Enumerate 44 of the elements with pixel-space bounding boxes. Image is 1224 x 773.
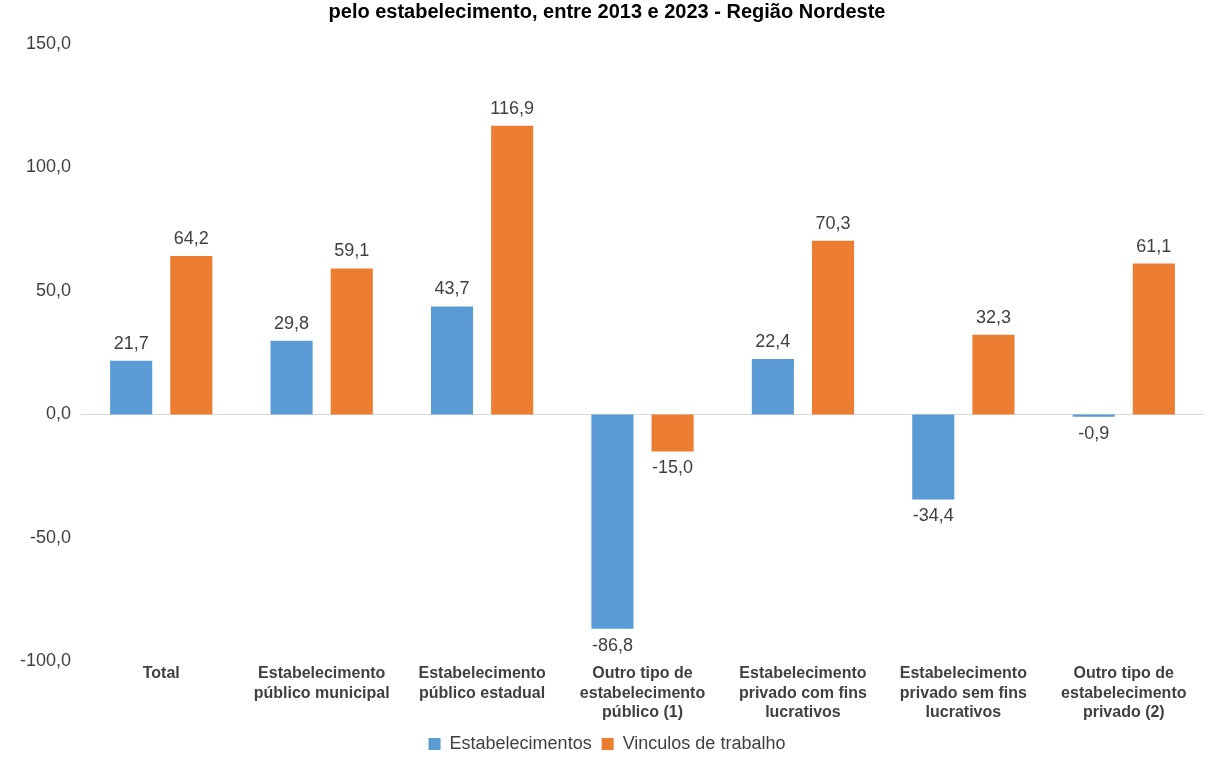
- y-tick-label: -50,0: [30, 526, 72, 547]
- data-label: -15,0: [652, 457, 694, 478]
- bar: [751, 359, 794, 415]
- data-label: 22,4: [755, 331, 791, 352]
- y-tick-label: 50,0: [35, 279, 72, 300]
- y-tick-label: 100,0: [25, 156, 72, 177]
- data-label: -34,4: [912, 505, 954, 526]
- data-label: 70,3: [815, 212, 851, 233]
- x-tick-label: Estabelecimento público estadual: [418, 664, 546, 701]
- data-label: 116,9: [490, 97, 535, 118]
- data-label: 21,7: [113, 332, 149, 353]
- data-label: 29,8: [274, 312, 310, 333]
- x-tick-label: Outro tipo de estabelecimento público (1): [579, 664, 706, 720]
- bar: [110, 360, 153, 415]
- bar: [651, 414, 694, 452]
- x-tick-label: Estabelecimento privado com fins lucrativos: [738, 664, 868, 720]
- bar: [270, 340, 313, 415]
- bar: [330, 268, 373, 415]
- data-label: -0,9: [1078, 422, 1110, 443]
- x-tick-label: Estabelecimento privado sem fins lucrativos: [899, 664, 1028, 720]
- bar: [430, 306, 474, 415]
- bar: [1072, 414, 1115, 417]
- y-tick-label: 0,0: [46, 403, 72, 424]
- y-tick-label: -100,0: [19, 650, 72, 671]
- chart-title: pelo estabelecimento, entre 2013 e 2023 - Região Nordeste: [328, 0, 886, 22]
- bar: [912, 414, 955, 500]
- data-label: -86,8: [591, 634, 633, 655]
- bar: [972, 334, 1015, 415]
- bar: [170, 255, 213, 415]
- x-tick-label: Estabelecimento público municipal: [253, 664, 390, 701]
- data-label: 32,3: [975, 306, 1011, 327]
- x-tick-label: Total: [142, 664, 180, 682]
- data-label: 43,7: [434, 278, 470, 299]
- bar: [1132, 263, 1175, 415]
- data-label: 59,1: [334, 240, 370, 261]
- legend-label: Estabelecimentos: [449, 732, 592, 753]
- data-label: 64,2: [173, 227, 209, 248]
- bar: [811, 240, 855, 415]
- x-tick-label: Outro tipo de estabelecimento privado (2): [1061, 664, 1187, 720]
- bar: [591, 414, 634, 629]
- data-label: 61,1: [1136, 235, 1172, 256]
- legend-label: Vinculos de trabalho: [622, 732, 786, 753]
- y-tick-label: 150,0: [25, 32, 72, 53]
- bar: [491, 125, 534, 415]
